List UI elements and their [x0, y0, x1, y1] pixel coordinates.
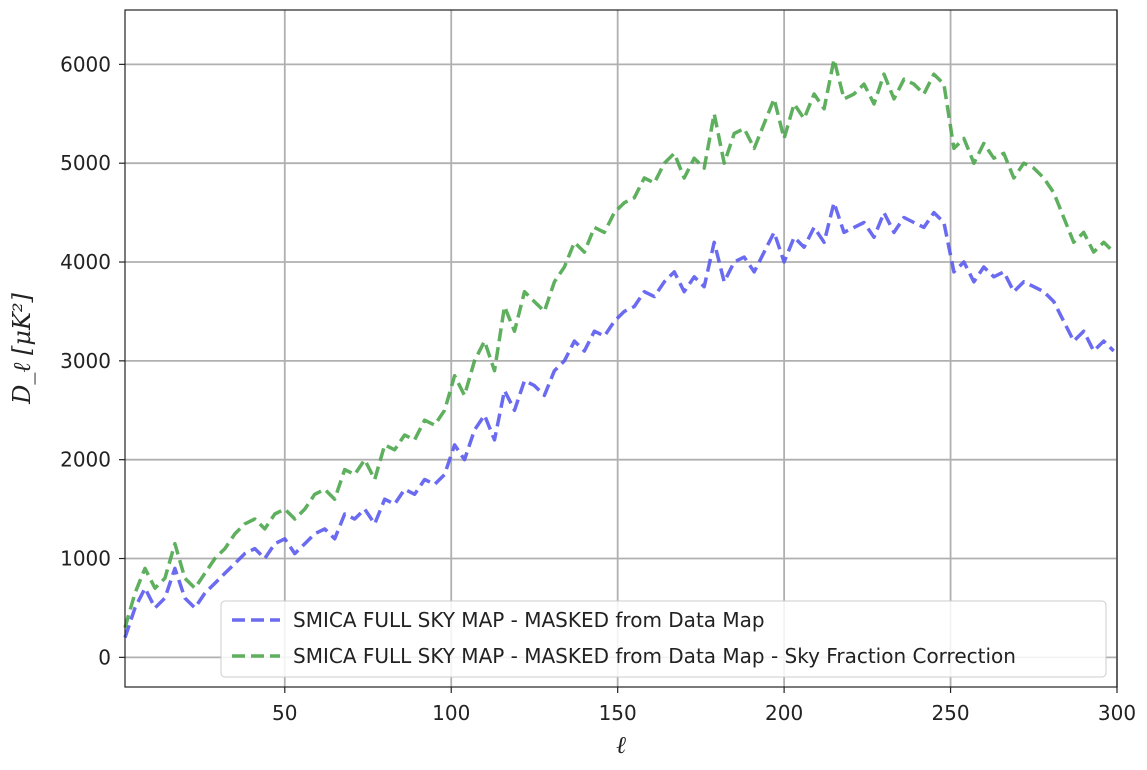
x-tick-label: 300 [1098, 701, 1136, 725]
y-tick-label: 0 [98, 645, 111, 669]
grid [125, 10, 1118, 687]
y-axis-title: D_ℓ [μK²] [8, 292, 36, 404]
series-line-sky-fraction [123, 57, 1115, 629]
plot-frame [124, 9, 1118, 688]
y-tick-label: 6000 [60, 52, 111, 76]
legend-label-masked: SMICA FULL SKY MAP - MASKED from Data Ma… [293, 608, 765, 632]
series-line-masked [123, 200, 1115, 639]
legend-box [220, 600, 1107, 678]
x-tick-label: 150 [599, 701, 637, 725]
x-tick-label: 250 [931, 701, 969, 725]
y-tick-label: 1000 [60, 547, 111, 571]
legend-label-sky-fraction: SMICA FULL SKY MAP - MASKED from Data Ma… [293, 644, 1016, 668]
x-tick-label: 200 [765, 701, 803, 725]
y-tick-label: 3000 [60, 349, 111, 373]
x-tick-label: 100 [432, 701, 470, 725]
legend: SMICA FULL SKY MAP - MASKED from Data Ma… [220, 600, 1107, 678]
y-tick-label: 2000 [60, 448, 111, 472]
x-axis-title: ℓ [616, 731, 626, 759]
y-tick-label: 5000 [60, 151, 111, 175]
series-group [123, 57, 1115, 639]
x-tick-label: 50 [272, 701, 297, 725]
y-tick-label: 4000 [60, 250, 111, 274]
axis-ticks: 50 100 150 200 250 30001000200030004000500060… [60, 52, 1136, 725]
